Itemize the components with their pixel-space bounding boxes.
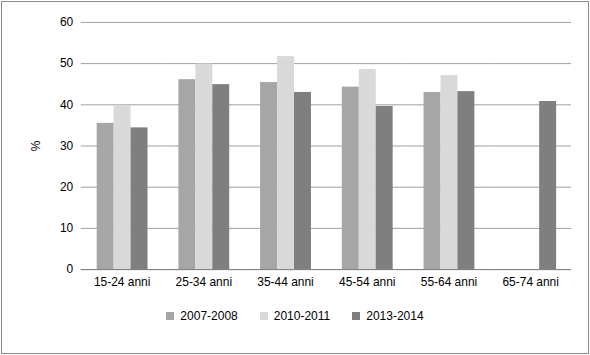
svg-text:55-64 anni: 55-64 anni [421, 275, 477, 289]
svg-text:40: 40 [60, 98, 74, 112]
svg-text:10: 10 [60, 221, 74, 235]
svg-text:15-24 anni: 15-24 anni [94, 275, 150, 289]
svg-text:35-44 anni: 35-44 anni [257, 275, 313, 289]
svg-text:0: 0 [67, 262, 74, 276]
html-text:2007-2008: 2007-2008 [180, 309, 238, 323]
svg-text:%: % [29, 140, 43, 151]
html-text:2013-2014: 2013-2014 [366, 309, 424, 323]
svg-text:20: 20 [60, 180, 74, 194]
svg-text:30: 30 [60, 139, 74, 153]
svg-text:65-74 anni: 65-74 anni [502, 275, 558, 289]
svg-text:25-34 anni: 25-34 anni [176, 275, 232, 289]
svg-text:50: 50 [60, 56, 74, 70]
html-text:2010-2011: 2010-2011 [273, 309, 331, 323]
svg-text:45-54 anni: 45-54 anni [339, 275, 395, 289]
svg-text:60: 60 [60, 15, 74, 29]
